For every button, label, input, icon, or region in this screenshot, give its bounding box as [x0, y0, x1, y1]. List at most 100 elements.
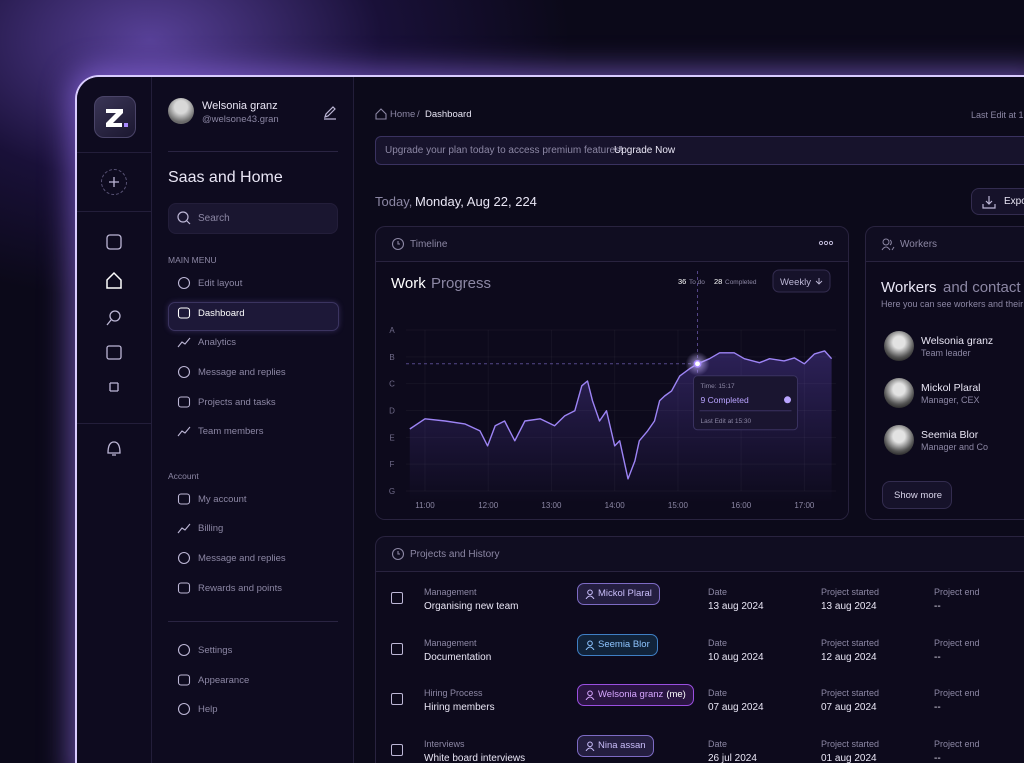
worker-avatar[interactable]	[884, 425, 914, 455]
menu-heading: MAIN MENU	[168, 255, 217, 265]
add-button[interactable]	[101, 169, 127, 195]
menu-item[interactable]: Analytics	[168, 333, 337, 355]
menu-item[interactable]: Message and replies	[168, 363, 337, 385]
x-tick-label: 16:00	[731, 501, 752, 510]
worker-name: Seemia Blor	[921, 429, 979, 441]
date-prefix: Today,	[375, 194, 413, 209]
divider	[77, 152, 151, 153]
worker-avatar[interactable]	[884, 378, 914, 408]
menu-label: My account	[198, 494, 247, 505]
export-label: Expo	[1004, 196, 1024, 207]
app-frame: Welsonia granz @welsone43.gran Saas and …	[75, 75, 1024, 763]
more-button[interactable]	[818, 239, 834, 247]
button-label: Show more	[894, 490, 943, 501]
legend-label: Completed	[725, 279, 757, 286]
rail-icon[interactable]	[106, 234, 122, 250]
period-label: Weekly	[780, 277, 811, 288]
avatar[interactable]	[168, 98, 194, 124]
icon-shape	[585, 640, 595, 650]
workers-card: Workers Workers and contact Here you can…	[865, 226, 1024, 520]
menu-icon	[177, 307, 191, 319]
icon-rail	[77, 77, 152, 763]
project-category: Hiring Process	[424, 688, 483, 698]
banner-link[interactable]: Upgrade Now	[614, 145, 676, 156]
rail-icon[interactable]	[106, 271, 122, 289]
profile-name: Welsonia granz	[202, 100, 278, 112]
x-tick-label: 12:00	[478, 501, 499, 510]
legend-label: To do	[689, 279, 705, 286]
icon-shape	[177, 276, 191, 290]
worker-name: Welsonia granz	[921, 335, 994, 347]
worker-role: Team leader	[921, 348, 971, 358]
menu-item[interactable]: Settings	[168, 641, 337, 663]
edit-icon[interactable]	[322, 104, 338, 120]
period-select[interactable]	[772, 269, 831, 293]
chart-title-rest: Progress	[431, 275, 491, 292]
logo[interactable]	[94, 96, 136, 138]
chart-title: Work	[391, 275, 426, 292]
rail-icon[interactable]	[109, 382, 119, 392]
icon-shape	[177, 643, 191, 657]
menu-item[interactable]: Billing	[168, 519, 337, 541]
column-label: Project end	[934, 637, 980, 648]
checkbox[interactable]	[391, 743, 403, 756]
menu-label: Appearance	[198, 675, 250, 686]
home-icon	[375, 108, 387, 120]
column-label: Project started	[821, 587, 880, 597]
menu-icon	[177, 643, 191, 657]
active-item	[168, 302, 339, 331]
search-placeholder: Search	[198, 213, 230, 224]
clock-icon	[391, 547, 405, 561]
search-icon	[177, 211, 191, 225]
menu-icon	[177, 365, 191, 379]
assignee-pill[interactable]: Seemia Blor	[577, 633, 658, 656]
checkbox[interactable]	[391, 642, 403, 655]
menu-item[interactable]: Rewards and points	[168, 579, 337, 601]
checkbox[interactable]	[391, 592, 403, 604]
cell-value: 07 aug 2024	[708, 702, 764, 713]
menu-label: Projects and tasks	[198, 397, 276, 408]
menu-label: Analytics	[198, 337, 237, 348]
card-header: Timeline	[410, 239, 448, 250]
users-icon	[881, 238, 895, 251]
icon-shape	[177, 493, 191, 505]
menu-item[interactable]: Edit layout	[168, 274, 337, 296]
y-tick-label: C	[389, 380, 395, 389]
menu-item[interactable]: My account	[168, 490, 337, 512]
divider	[77, 211, 151, 212]
show-more-button[interactable]: Show more	[882, 481, 952, 509]
search-box[interactable]: Search	[168, 203, 338, 234]
rail-icon[interactable]	[109, 310, 121, 322]
user-icon	[585, 589, 595, 599]
menu-item[interactable]: Dashboard	[168, 304, 337, 326]
icon-shape	[177, 551, 191, 565]
menu-item[interactable]: Message and replies	[168, 549, 337, 571]
column-label: Project started	[821, 738, 880, 749]
export-button[interactable]: Expo	[971, 188, 1024, 215]
menu-item[interactable]: Appearance	[168, 671, 337, 693]
worker-avatar[interactable]	[884, 331, 914, 361]
menu-item[interactable]: Help	[168, 700, 337, 722]
date-value: Monday, Aug 22, 224	[415, 194, 537, 209]
menu-item[interactable]: Team members	[168, 422, 337, 444]
assignee-pill[interactable]: Mickol Plaral	[577, 583, 660, 605]
icon-shape	[177, 523, 191, 534]
icon-shape	[177, 365, 191, 379]
assignee-name: Mickol Plaral	[598, 588, 652, 599]
menu-icon	[177, 493, 191, 505]
worker-role: Manager and Co	[921, 442, 989, 452]
rail-icon[interactable]	[106, 345, 122, 360]
checkbox[interactable]	[391, 693, 403, 705]
assignee-pill[interactable]: Nina assan	[577, 734, 654, 757]
highlight-point	[693, 359, 702, 368]
breadcrumb-item[interactable]: Home	[390, 109, 416, 120]
assignee-pill[interactable]: Welsonia granz (me)	[577, 684, 694, 706]
logo-mark	[106, 109, 128, 127]
cell-value: 07 aug 2024	[821, 702, 877, 713]
menu-item[interactable]: Projects and tasks	[168, 393, 337, 415]
rail-icon[interactable]	[107, 441, 121, 456]
tooltip-status: 9 Completed	[701, 395, 749, 405]
worker-role: Manager, CEX	[921, 395, 980, 405]
worker-name: Mickol Plaral	[921, 382, 981, 394]
menu-icon	[177, 523, 191, 534]
